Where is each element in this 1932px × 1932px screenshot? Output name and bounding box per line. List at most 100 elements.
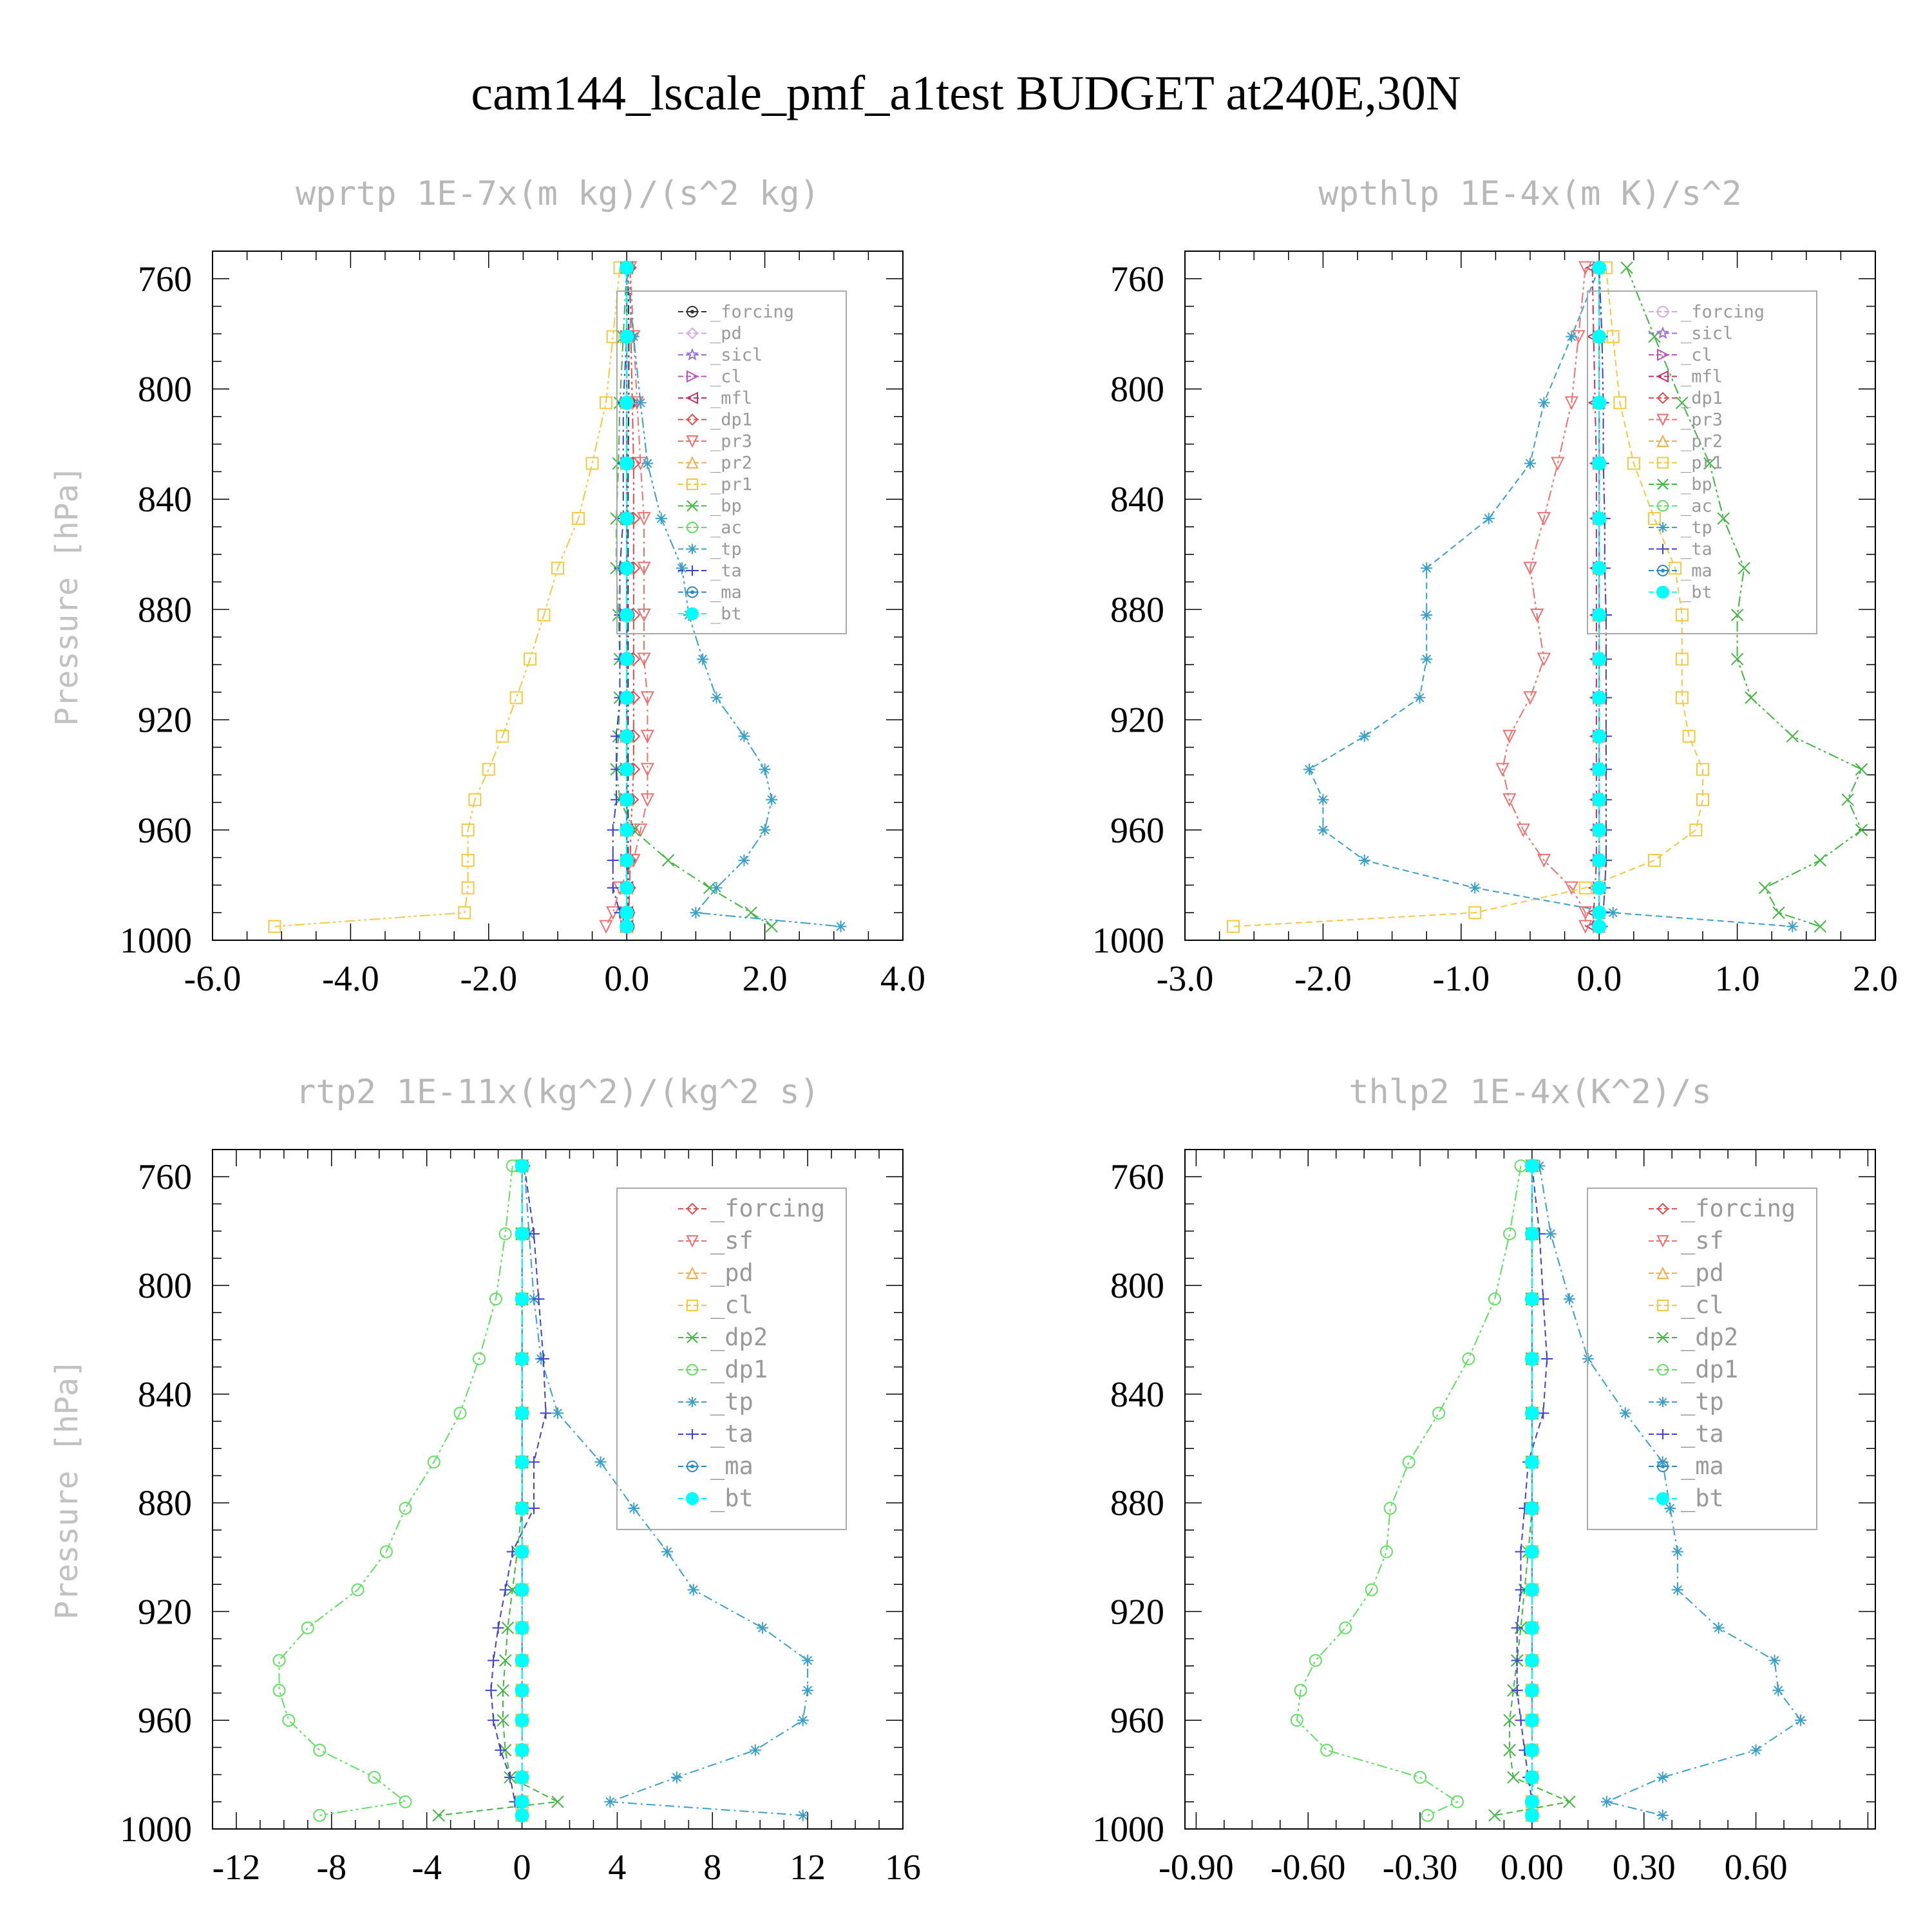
legend-label: _forcing — [1681, 302, 1765, 322]
legend-label: _forcing — [710, 302, 794, 322]
data-point — [1515, 1584, 1527, 1596]
data-point — [1647, 853, 1661, 867]
data-point — [1524, 1794, 1539, 1809]
data-point — [515, 1770, 529, 1785]
panel-3: rtp2 1E-11x(kg^2)/(kg^2 s) Pressure [hPa]… — [49, 1073, 921, 1888]
legend-marker — [687, 370, 699, 383]
data-point — [628, 1502, 640, 1515]
data-point — [620, 762, 634, 777]
legend-box — [616, 1188, 847, 1530]
legend-item: _ac — [678, 518, 742, 538]
data-point — [655, 513, 667, 525]
data-point — [489, 1293, 502, 1306]
data-point — [1566, 330, 1578, 343]
data-point — [272, 1654, 286, 1667]
panel-title: wpthlp 1E-4x(m K)/s^2 — [1318, 175, 1741, 213]
legend-marker — [685, 348, 699, 361]
data-point — [453, 1406, 467, 1420]
data-point — [802, 1654, 814, 1667]
legend-label: _sicl — [1681, 324, 1733, 344]
plot-frame — [212, 1149, 904, 1830]
legend-label: _sicl — [710, 345, 762, 365]
data-point — [1320, 1743, 1334, 1757]
y-tick-label: 800 — [138, 370, 192, 410]
legend-marker — [1656, 413, 1669, 426]
data-point — [515, 1544, 529, 1559]
data-point — [1578, 881, 1592, 895]
data-point — [515, 1808, 529, 1823]
data-point — [1488, 1809, 1501, 1822]
data-point — [1524, 1544, 1539, 1559]
data-point — [620, 792, 634, 807]
data-point — [1745, 691, 1757, 705]
legend-item: _ta — [678, 561, 742, 581]
data-point — [640, 730, 654, 744]
legend-label: _bp — [710, 497, 742, 516]
data-point — [399, 1795, 412, 1808]
data-point — [738, 730, 750, 743]
data-point — [537, 1352, 549, 1365]
legend: _forcing_pd_sicl_cl_mfl_dp1_pr3_pr2_pr1 _… — [616, 290, 847, 634]
data-point — [1578, 906, 1593, 920]
data-point — [606, 330, 620, 343]
legend-marker — [687, 565, 697, 576]
data-point — [1696, 793, 1709, 806]
plot-frame — [1184, 1149, 1876, 1830]
data-point — [399, 1502, 412, 1515]
data-point — [482, 762, 495, 776]
data-point — [1515, 1714, 1527, 1727]
legend-label: _ac — [710, 518, 742, 538]
data-point — [1379, 1545, 1393, 1558]
data-point — [749, 1744, 761, 1756]
y-tick-label: 880 — [1110, 1484, 1164, 1524]
data-point — [620, 853, 634, 867]
legend-item: _pr2 — [1649, 431, 1723, 451]
data-point — [468, 793, 482, 806]
data-point — [499, 1584, 511, 1596]
data-point — [1524, 1808, 1539, 1823]
legend-item: _tp — [678, 540, 742, 560]
data-point — [515, 1743, 529, 1757]
data-point — [1524, 1653, 1539, 1668]
y-tick-label: 800 — [1110, 1266, 1164, 1306]
data-point — [1317, 793, 1329, 806]
series-pr1 — [1227, 261, 1709, 933]
legend-label: _mfl — [1681, 367, 1723, 387]
data-point — [1712, 1622, 1725, 1634]
data-point — [1488, 1293, 1501, 1306]
x-tick-label: 16 — [885, 1848, 921, 1888]
panel-title: thlp2 1E-4x(K^2)/s — [1349, 1073, 1712, 1112]
data-point — [676, 562, 688, 574]
legend-label: _dp2 — [710, 1323, 768, 1352]
data-point — [600, 396, 613, 410]
data-point — [379, 1545, 393, 1558]
y-tick-label: 760 — [138, 1157, 192, 1197]
legend-marker — [687, 1461, 698, 1472]
legend-label: _bt — [710, 604, 742, 624]
data-point — [1541, 1352, 1553, 1365]
data-point — [515, 1683, 529, 1698]
legend-item: _ac — [1649, 497, 1712, 516]
legend-marker — [1656, 1235, 1669, 1248]
data-point — [1502, 793, 1517, 807]
data-point — [1592, 880, 1607, 895]
data-point — [637, 512, 651, 526]
data-point — [710, 692, 723, 704]
y-tick-label: 880 — [1110, 590, 1164, 630]
data-point — [498, 1227, 512, 1240]
data-point — [1503, 1714, 1516, 1727]
data-point — [528, 1502, 540, 1515]
x-tick-label: 4.0 — [880, 959, 925, 999]
x-tick-label: -4.0 — [322, 959, 379, 999]
legend-box — [1587, 1188, 1817, 1530]
data-point — [1613, 396, 1627, 410]
data-point — [461, 823, 475, 837]
data-point — [1758, 881, 1772, 895]
legend-marker — [1656, 392, 1669, 404]
data-point — [620, 880, 634, 895]
data-point — [552, 1407, 564, 1419]
data-point — [1717, 512, 1730, 525]
legend-marker — [687, 478, 698, 490]
data-point — [1537, 512, 1551, 526]
